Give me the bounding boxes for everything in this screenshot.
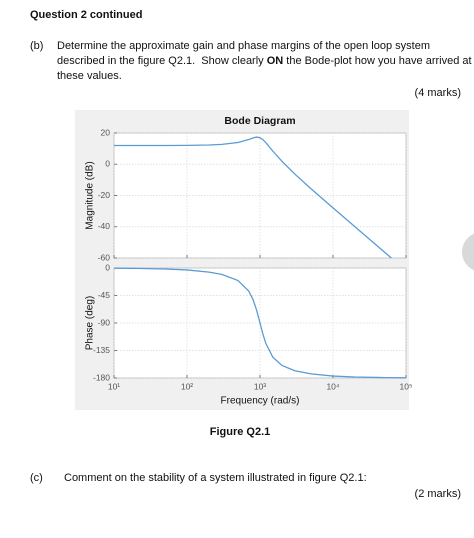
y-tick-label: -180	[93, 372, 110, 382]
y-tick-label: -135	[93, 345, 110, 355]
question-line: Determine the approximate gain and phase…	[57, 40, 430, 52]
y-tick-label: 20	[101, 127, 111, 137]
data-line	[113, 267, 407, 379]
y-axis-label: Phase (deg)	[85, 296, 96, 350]
y-tick-label: -20	[98, 190, 111, 200]
y-tick-label: -90	[98, 317, 111, 327]
y-tick-label: -60	[98, 252, 111, 262]
marks: (4 marks)	[415, 87, 461, 99]
figure-caption: Figure Q2.1	[210, 426, 271, 438]
y-axis-label: Magnitude (dB)	[85, 161, 96, 229]
part-label: (b)	[30, 40, 43, 52]
question-line: Comment on the stability of a system ill…	[64, 472, 367, 484]
part-label: (c)	[30, 472, 43, 484]
x-tick-label: 10⁴	[326, 381, 339, 391]
question-line: these values.	[57, 70, 122, 82]
scroll-handle[interactable]	[462, 232, 474, 272]
data-line	[114, 136, 392, 259]
y-tick-label: -45	[98, 290, 111, 300]
x-axis-label: Frequency (rad/s)	[221, 396, 300, 407]
y-tick-label: -40	[98, 221, 111, 231]
bold-text: ON	[267, 55, 284, 67]
chart-title: Bode Diagram	[224, 115, 295, 127]
marks: (2 marks)	[415, 488, 461, 500]
text: the Bode-plot how you have arrived at	[283, 55, 471, 67]
header: Question 2 continued	[30, 9, 142, 21]
x-tick-label: 10¹	[108, 381, 120, 391]
y-tick-label: 0	[105, 159, 110, 169]
x-tick-label: 10⁵	[400, 381, 413, 391]
question-line: described in the figure Q2.1. Show clear…	[57, 55, 472, 67]
text: described in the figure Q2.1. Show clear…	[57, 55, 267, 67]
x-tick-label: 10³	[254, 381, 266, 391]
x-tick-label: 10²	[181, 381, 193, 391]
y-tick-label: 0	[105, 262, 110, 272]
